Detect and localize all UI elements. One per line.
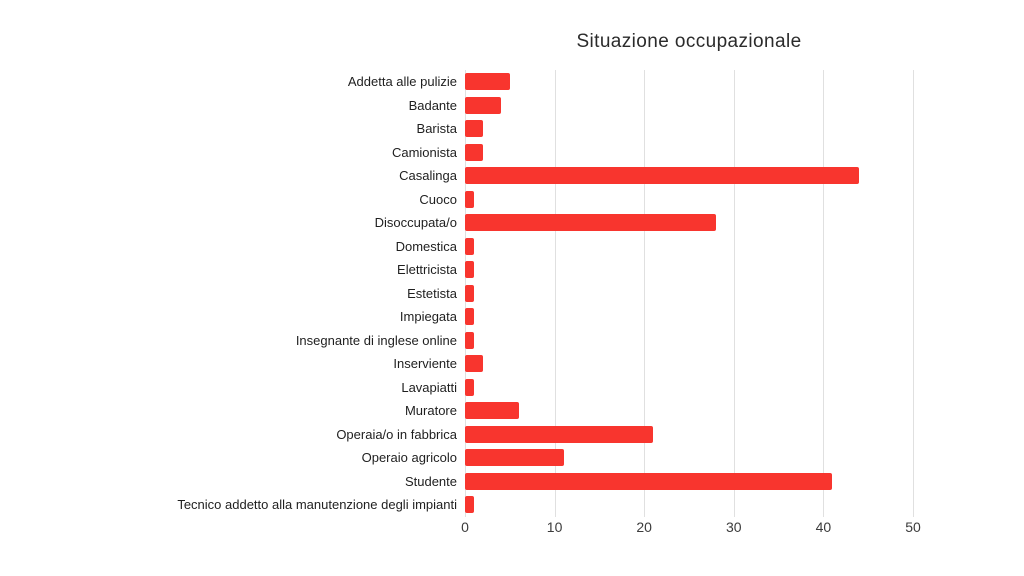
category-label: Domestica <box>395 238 457 254</box>
category-label: Cuoco <box>419 191 457 207</box>
category-label: Operaia/o in fabbrica <box>336 426 457 442</box>
bar <box>465 308 474 326</box>
bar <box>465 331 474 349</box>
bar <box>465 378 474 396</box>
category-label: Estetista <box>407 285 457 301</box>
bar <box>465 496 474 514</box>
x-tick-label: 30 <box>726 519 742 535</box>
category-label: Disoccupata/o <box>374 215 457 230</box>
category-label: Operaio agricolo <box>361 450 457 465</box>
gridline <box>823 70 825 517</box>
category-label: Elettricista <box>397 262 457 277</box>
bar <box>465 214 716 232</box>
bar <box>465 472 833 490</box>
bar <box>465 120 483 138</box>
x-tick-label: 10 <box>546 519 563 535</box>
category-label: Lavapiatti <box>401 379 457 395</box>
bar <box>465 190 474 208</box>
category-label: Inserviente <box>393 356 457 371</box>
bar <box>465 425 654 443</box>
gridline <box>644 70 646 517</box>
category-label: Tecnico addetto alla manutenzione degli … <box>177 497 457 512</box>
chart-title: Situazione occupazionale <box>576 31 802 52</box>
x-tick-label: 20 <box>636 519 652 535</box>
bar <box>465 237 474 255</box>
bar <box>465 449 564 467</box>
category-label: Casalinga <box>399 168 457 183</box>
category-label: Impiegata <box>399 309 457 324</box>
bar <box>465 73 510 91</box>
bar <box>465 96 501 114</box>
x-axis: 0 10 20 30 40 50 <box>0 519 1024 541</box>
category-label: Studente <box>404 473 457 489</box>
bar <box>465 143 483 161</box>
category-label: Muratore <box>404 403 457 418</box>
x-tick-label: 0 <box>461 519 469 535</box>
bar <box>465 167 860 185</box>
bar <box>465 355 483 373</box>
gridline <box>733 70 735 517</box>
gridline <box>913 70 914 517</box>
bar <box>465 261 474 279</box>
bar <box>465 402 519 420</box>
x-tick-label: 40 <box>815 519 832 535</box>
category-label: Badante <box>408 97 457 113</box>
category-label: Camionista <box>391 144 457 160</box>
category-label: Barista <box>416 121 457 136</box>
gridline <box>554 70 556 517</box>
category-label: Addetta alle pulizie <box>347 74 457 89</box>
category-label: Insegnante di inglese online <box>295 332 457 348</box>
x-tick-label: 50 <box>905 519 921 535</box>
plot-area: Addetta alle pulizie Badante Barista Camion… <box>0 70 1024 517</box>
bar <box>465 284 474 302</box>
